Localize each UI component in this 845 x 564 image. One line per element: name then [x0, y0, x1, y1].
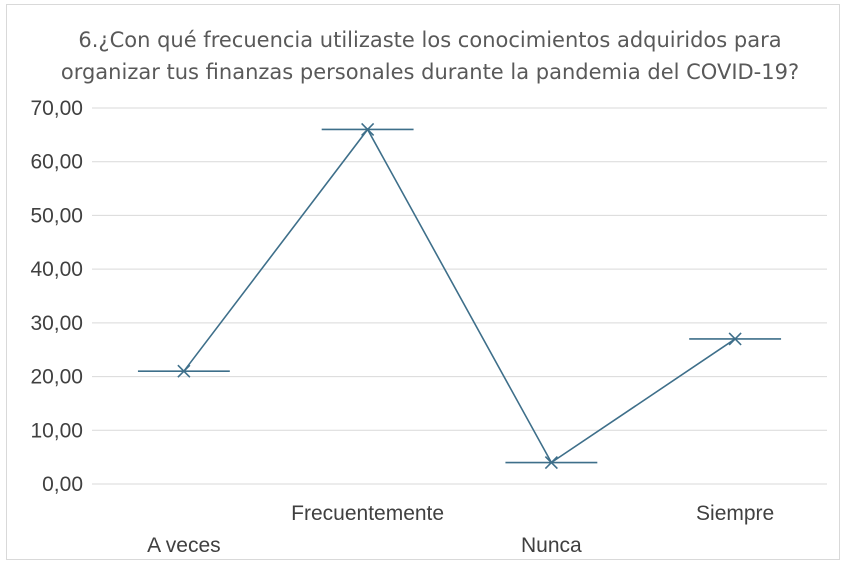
y-axis-ticks: 0,00 10,00 20,00 30,00 40,00 50,00 60,00 70,00 — [30, 97, 83, 496]
x-marker — [544, 455, 558, 470]
x-category-label: Frecuentemente — [291, 502, 444, 525]
chart-title-line-2: organizar tus finanzas personales durant… — [61, 60, 799, 84]
y-tick-label: 60,00 — [30, 151, 83, 174]
y-tick-label: 30,00 — [30, 312, 83, 335]
x-category-label: Nunca — [521, 534, 582, 557]
x-category-label: Siempre — [696, 502, 774, 525]
chart-frame — [6, 4, 840, 560]
y-tick-label: 10,00 — [30, 419, 83, 442]
y-tick-label: 40,00 — [30, 258, 83, 281]
x-marker — [728, 332, 742, 346]
y-tick-label: 70,00 — [30, 97, 83, 120]
x-marker-stroke — [544, 455, 558, 470]
y-tick-label: 50,00 — [30, 204, 83, 227]
x-marker-stroke — [728, 332, 742, 346]
x-marker — [361, 122, 375, 137]
x-axis-categories: A veces Frecuentemente Nunca Siempre — [147, 502, 774, 557]
y-tick-label: 20,00 — [30, 366, 83, 389]
x-marker-stroke — [177, 364, 191, 378]
y-tick-label: 0,00 — [42, 473, 83, 496]
x-marker — [177, 364, 191, 378]
x-marker-stroke — [361, 122, 375, 137]
chart-title-line-1: 6.¿Con qué frecuencia utilizaste los con… — [78, 28, 781, 52]
gridlines — [92, 107, 827, 485]
x-category-label: A veces — [147, 534, 221, 557]
data-series — [137, 122, 782, 470]
series-line — [183, 128, 736, 464]
